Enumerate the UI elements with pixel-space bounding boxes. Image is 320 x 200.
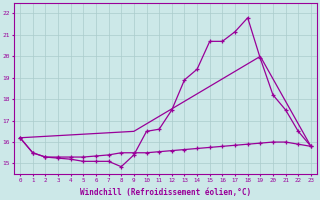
X-axis label: Windchill (Refroidissement éolien,°C): Windchill (Refroidissement éolien,°C) [80, 188, 251, 197]
